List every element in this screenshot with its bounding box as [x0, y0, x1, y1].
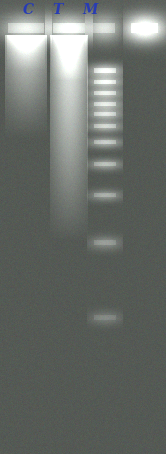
- Text: T: T: [53, 3, 63, 17]
- Text: M: M: [82, 3, 98, 17]
- Text: C: C: [23, 3, 34, 17]
